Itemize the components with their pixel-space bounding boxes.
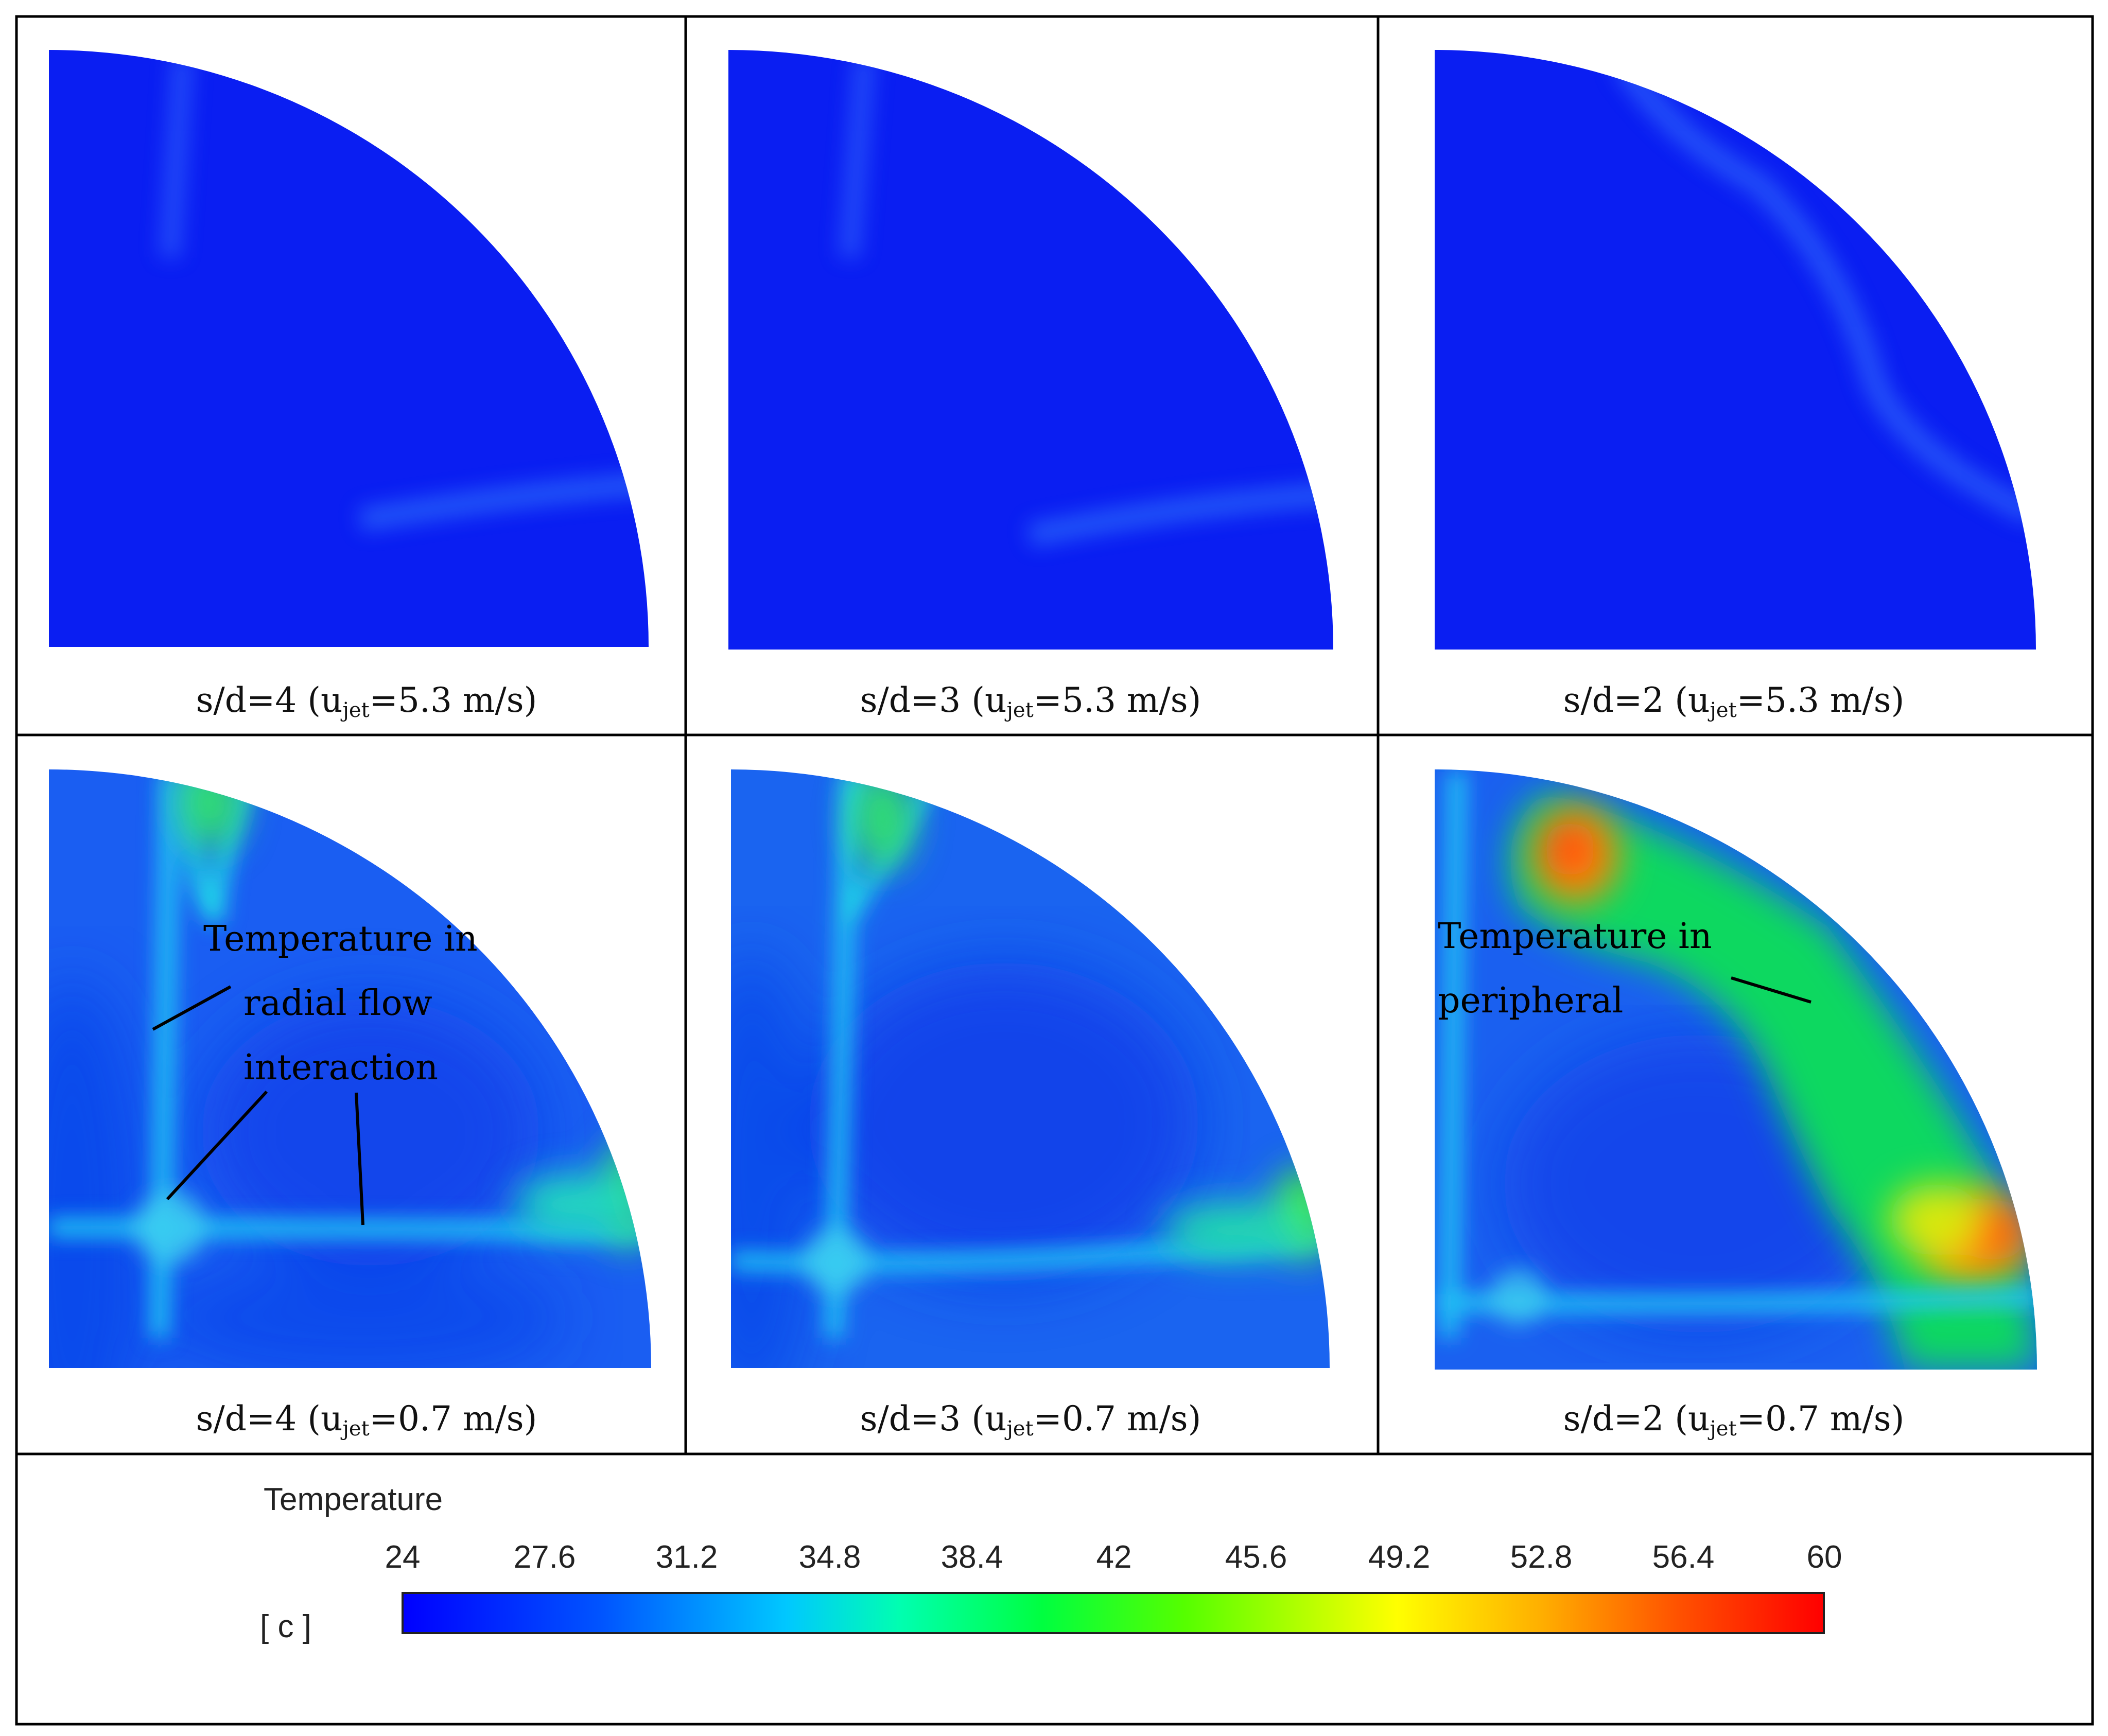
legend-tick: 52.8 xyxy=(1510,1539,1573,1575)
contour-plot-sd3-u53 xyxy=(728,50,1333,650)
annotation-radial-line3: interaction xyxy=(243,1047,439,1088)
pointer-line-radial-3 xyxy=(355,1092,364,1225)
annotation-peripheral-line2: peripheral xyxy=(1438,980,1624,1021)
caption-sd4-u53: s/d=4 (ujet=5.3 m/s) xyxy=(196,680,537,722)
legend-tick: 38.4 xyxy=(940,1539,1003,1575)
legend-title: Temperature xyxy=(264,1482,443,1517)
contour-plot-sd4-u07 xyxy=(49,769,651,1368)
contour-plot-sd4-u53 xyxy=(49,50,649,647)
contour-plot-sd2-u53 xyxy=(1435,50,2036,650)
caption-sd4-u07: s/d=4 (ujet=0.7 m/s) xyxy=(196,1399,537,1441)
legend-tick: 31.2 xyxy=(655,1539,718,1575)
legend-tick: 42 xyxy=(1096,1539,1132,1575)
caption-sd3-u07: s/d=3 (ujet=0.7 m/s) xyxy=(860,1399,1201,1441)
annotation-radial-line2: radial flow xyxy=(243,983,432,1024)
legend-tick: 27.6 xyxy=(513,1539,576,1575)
temperature-colorbar xyxy=(402,1592,1825,1634)
legend-unit: [ c ] xyxy=(260,1609,311,1644)
caption-sd2-u53: s/d=2 (ujet=5.3 m/s) xyxy=(1563,680,1905,722)
legend-tick: 49.2 xyxy=(1368,1539,1431,1575)
legend-tick: 34.8 xyxy=(798,1539,861,1575)
caption-sd3-u53: s/d=3 (ujet=5.3 m/s) xyxy=(860,680,1201,722)
caption-sd2-u07: s/d=2 (ujet=0.7 m/s) xyxy=(1563,1399,1905,1441)
pointer-line-radial-2 xyxy=(166,1090,268,1201)
annotation-radial-line1: Temperature in xyxy=(203,919,478,959)
contour-plot-sd3-u07 xyxy=(731,769,1330,1368)
figure-frame xyxy=(15,15,2094,1726)
legend-tick: 24 xyxy=(385,1539,421,1575)
annotation-peripheral-line1: Temperature in xyxy=(1438,916,1712,957)
contour-plot-sd2-u07 xyxy=(1435,769,2037,1370)
legend-tick: 60 xyxy=(1806,1539,1842,1575)
pointer-line-radial-1 xyxy=(152,985,232,1031)
pointer-line-peripheral xyxy=(1731,976,1811,1004)
legend-tick: 45.6 xyxy=(1225,1539,1287,1575)
legend-tick: 56.4 xyxy=(1652,1539,1715,1575)
